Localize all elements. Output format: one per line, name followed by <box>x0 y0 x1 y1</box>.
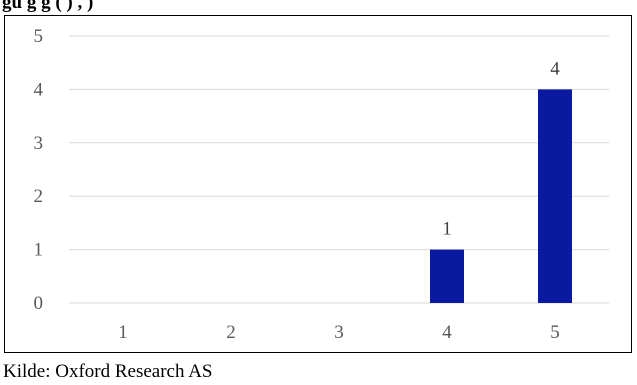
y-tick-label: 4 <box>34 79 44 100</box>
bars <box>430 89 572 304</box>
source-note: Kilde: Oxford Research AS <box>3 361 213 382</box>
figure-title-fragment: gu g g ( ) , ) <box>2 0 94 13</box>
bar <box>538 89 572 304</box>
x-axis-ticks: 1 2 3 4 5 <box>118 322 560 343</box>
y-tick-label: 2 <box>34 186 44 207</box>
x-tick-label: 4 <box>442 322 452 343</box>
x-tick-label: 2 <box>226 322 236 343</box>
y-tick-label: 3 <box>34 133 44 154</box>
y-tick-label: 0 <box>34 293 44 314</box>
y-axis-ticks: 0 1 2 3 4 5 <box>34 26 44 314</box>
x-tick-label: 5 <box>550 322 560 343</box>
bar <box>430 249 464 303</box>
x-tick-label: 3 <box>334 322 344 343</box>
data-label: 1 <box>442 219 452 240</box>
y-tick-label: 1 <box>34 240 44 261</box>
x-tick-label: 1 <box>118 322 128 343</box>
y-tick-label: 5 <box>34 26 44 47</box>
data-labels: 14 <box>442 58 560 239</box>
gridlines <box>69 35 609 304</box>
data-label: 4 <box>550 58 560 79</box>
